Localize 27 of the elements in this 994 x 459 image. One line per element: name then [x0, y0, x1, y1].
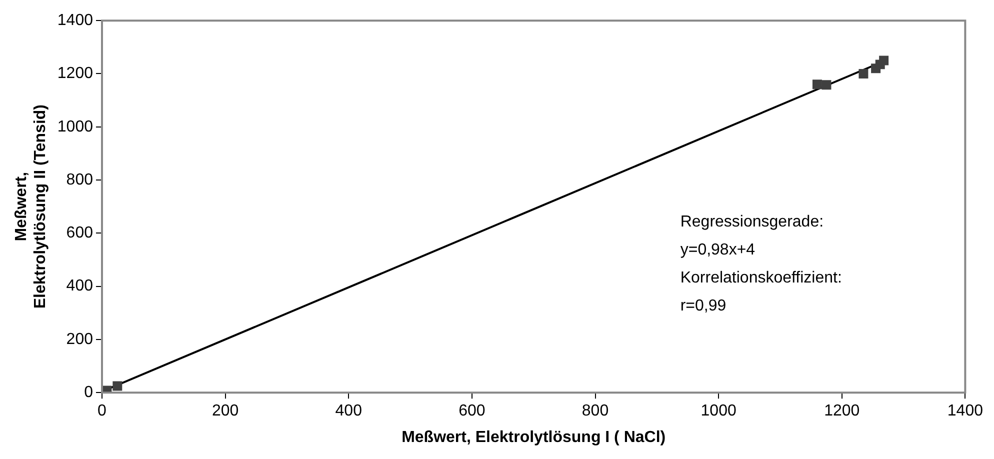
y-tick-label: 1400 — [57, 12, 94, 30]
y-tick-label: 800 — [66, 171, 94, 188]
point — [858, 69, 868, 78]
y-tick-label: 400 — [66, 278, 94, 295]
x-axis-title: Meßwert, Elektrolytlösung I ( NaCl) — [402, 428, 666, 446]
y-tick-label: 600 — [66, 224, 94, 242]
x-tick-label: 1400 — [947, 402, 984, 420]
x-tick-label: 800 — [582, 402, 609, 420]
y-axis-title: Meßwert, Elektrolytlösung II (Tensid) — [13, 104, 50, 309]
annotation: r=0,99 — [680, 297, 726, 314]
point — [812, 80, 822, 90]
point — [112, 381, 122, 391]
point — [879, 56, 889, 66]
y-tick-label: 200 — [66, 330, 94, 348]
y-tick-label: 1200 — [57, 65, 94, 82]
annotation: Regressionsgerade: — [680, 213, 824, 230]
x-tick-label: 1200 — [824, 402, 860, 420]
y-tick-label: 0 — [84, 384, 94, 402]
x-tick-label: 0 — [98, 402, 107, 420]
annotation: Korrelationskoeffizient: — [680, 269, 842, 286]
x-tick-label: 400 — [335, 402, 362, 420]
x-tick-label: 1000 — [700, 402, 736, 420]
y-tick-label: 1000 — [57, 118, 94, 136]
annotation: y=0,98x+4 — [680, 241, 756, 258]
x-tick-label: 600 — [458, 402, 486, 420]
point — [822, 80, 832, 90]
x-tick-label: 200 — [212, 402, 239, 420]
